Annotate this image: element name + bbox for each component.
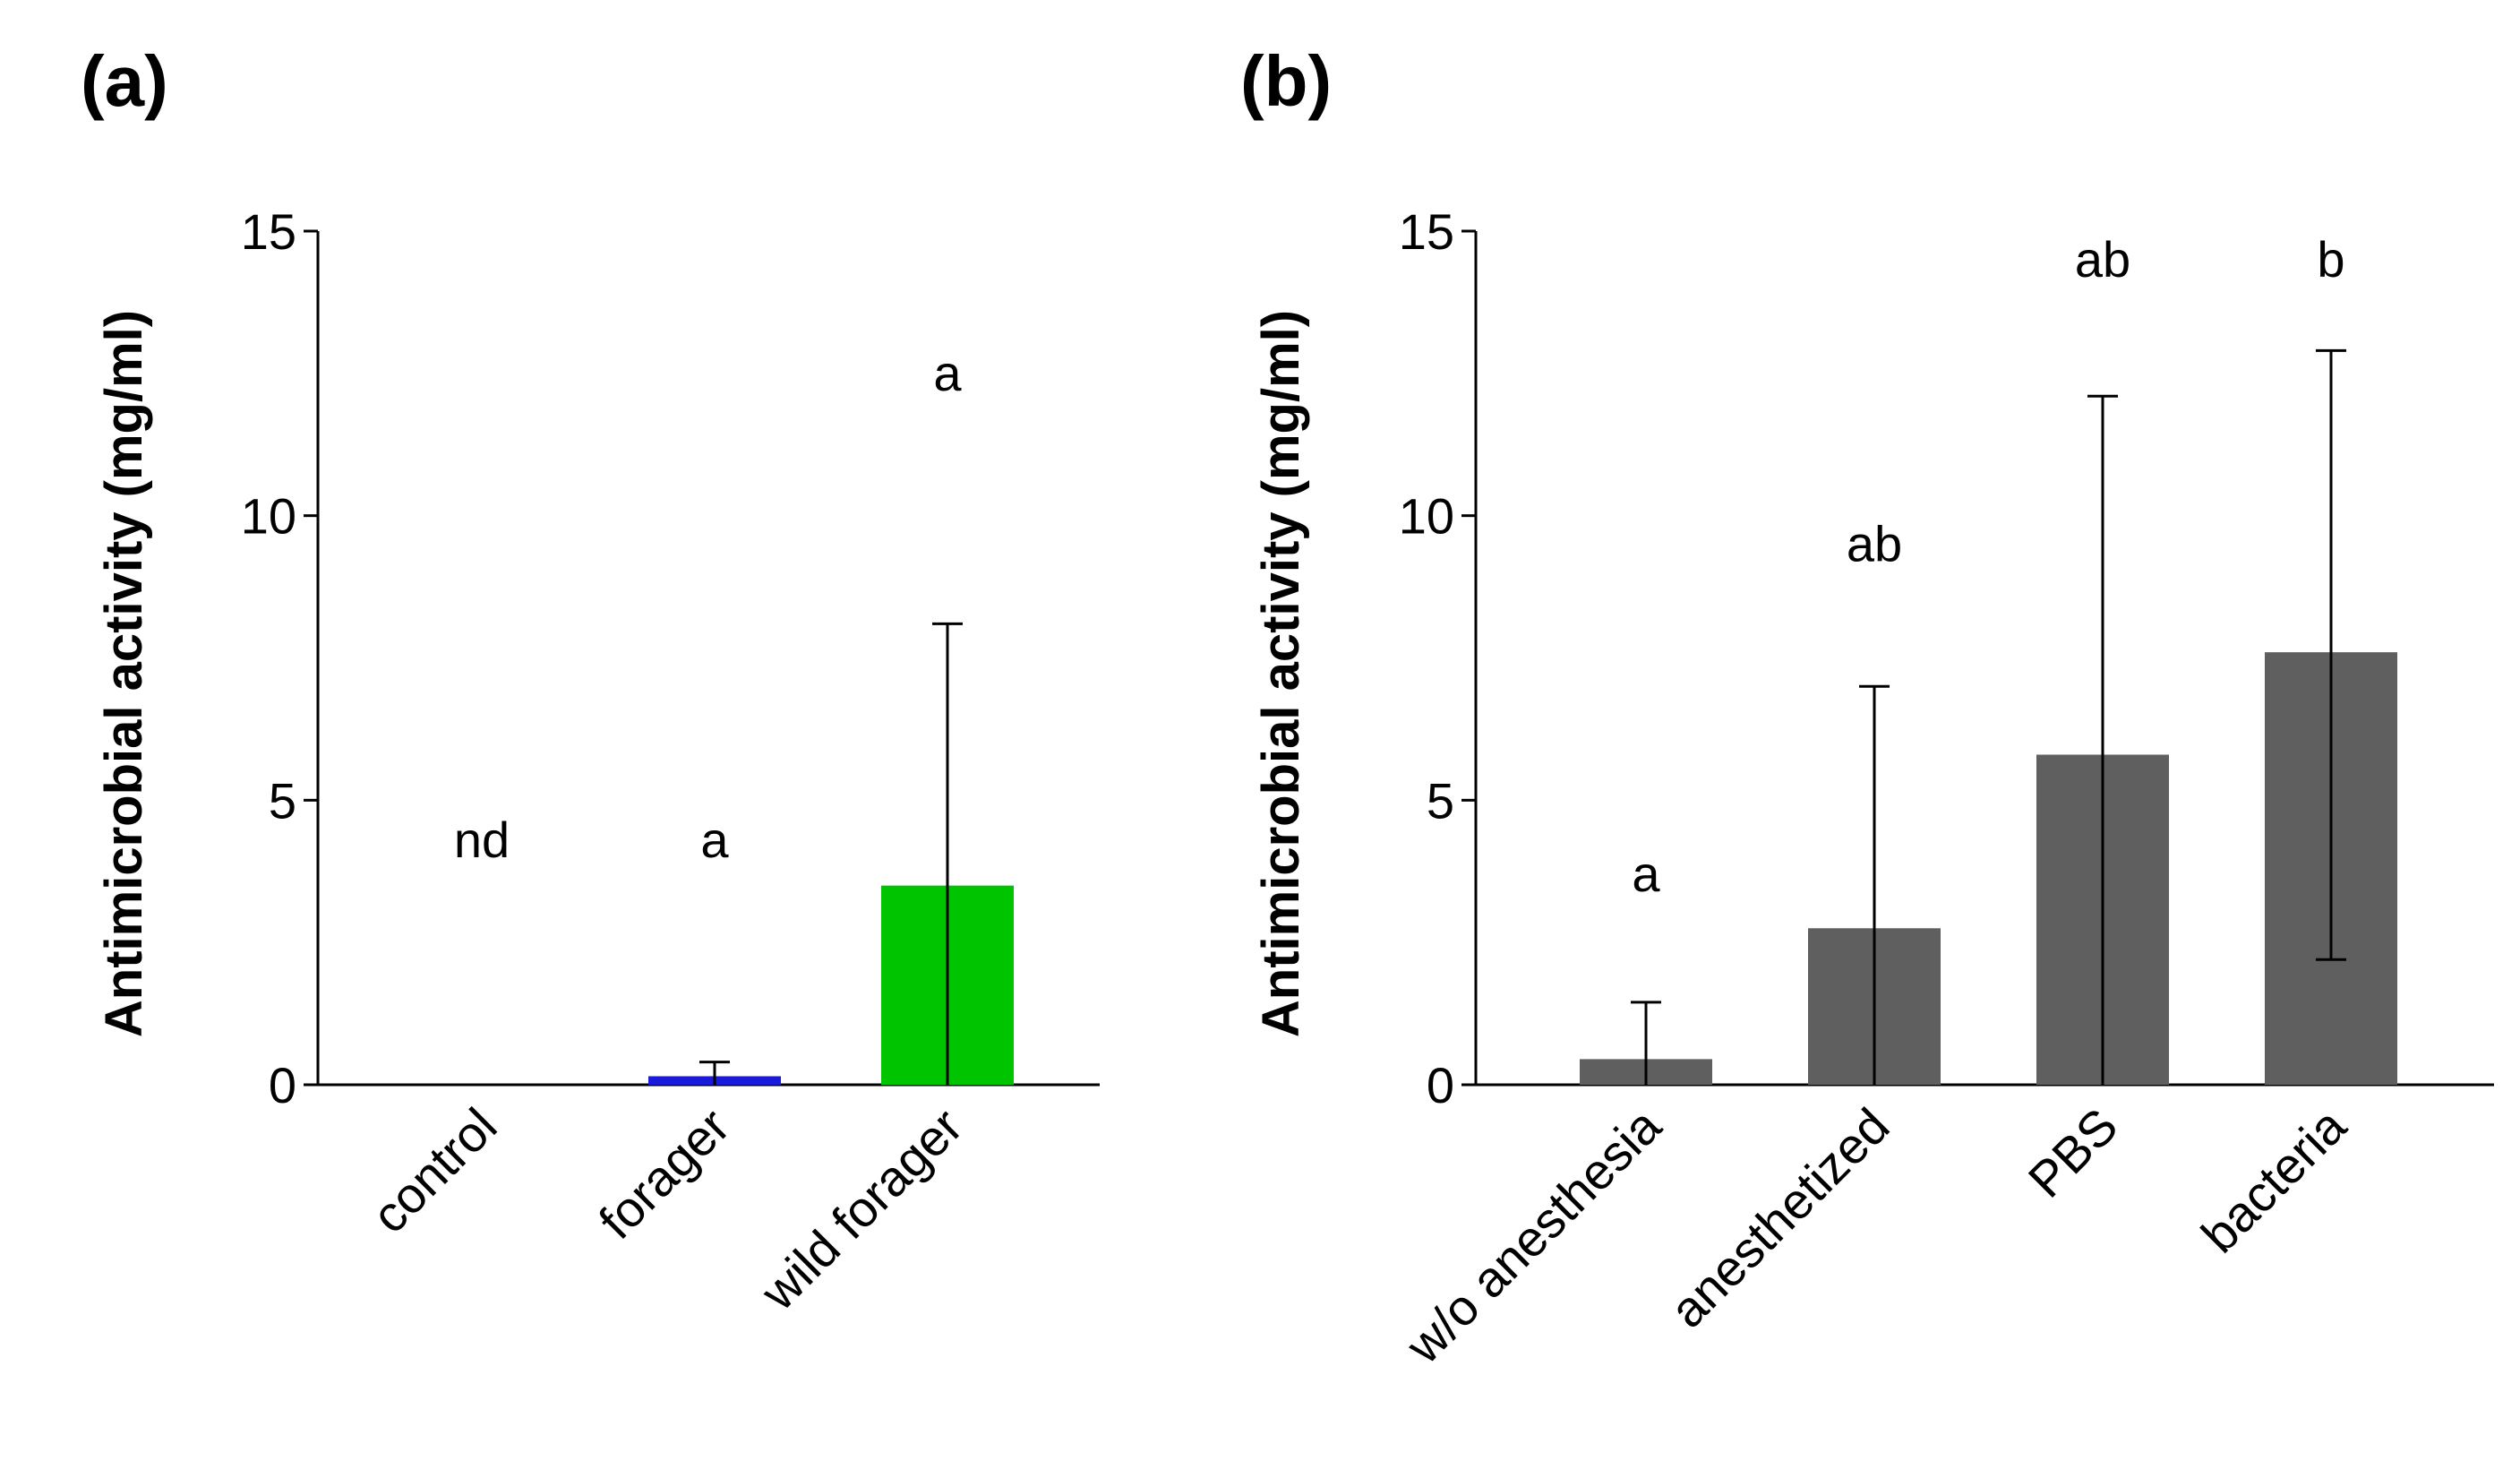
x-tick-label: wild forager (750, 1097, 973, 1321)
x-tick-label: bacteria (2190, 1096, 2357, 1263)
x-tick-label: control (361, 1097, 507, 1243)
y-tick-label: 5 (269, 772, 296, 829)
significance-label: b (2317, 231, 2344, 288)
y-tick-label: 15 (241, 203, 296, 260)
y-axis-label: Antimicrobial activity (mg/ml) (95, 310, 153, 1037)
panel-a: (a) Antimicrobial activity (mg/ml) 0 5 10 1… (81, 41, 1100, 1321)
panel-b: (b) Antimicrobial activity (mg/ml) 0 5 10 1… (1240, 41, 2494, 1374)
significance-label: a (933, 345, 962, 401)
y-tick-label: 10 (1399, 488, 1454, 545)
y-tick-label: 15 (1399, 203, 1454, 260)
panel-label: (b) (1240, 41, 1332, 121)
y-tick-label: 10 (241, 488, 296, 545)
x-tick-label: w/o anesthesia (1394, 1096, 1672, 1374)
y-axis-label: Antimicrobial activity (mg/ml) (1252, 310, 1310, 1037)
y-tick-label: 0 (269, 1057, 296, 1113)
plot-area: 0 5 10 15 a w/o anesthesia ab anesthetized ab PBS… (1394, 203, 2494, 1374)
y-tick-label: 5 (1427, 772, 1454, 829)
x-tick-label: forager (587, 1097, 740, 1250)
significance-label: a (700, 812, 729, 868)
panel-label: (a) (81, 41, 168, 121)
significance-label: ab (2075, 231, 2130, 288)
significance-label: nd (454, 812, 510, 868)
y-tick-label: 0 (1427, 1057, 1454, 1113)
significance-label: a (1632, 846, 1660, 902)
plot-area: 0 5 10 15 nd control a forager a wild forager (241, 203, 1100, 1321)
x-tick-label: anesthetized (1659, 1097, 1899, 1338)
x-tick-label: PBS (2018, 1097, 2129, 1208)
significance-label: ab (1847, 515, 1902, 571)
